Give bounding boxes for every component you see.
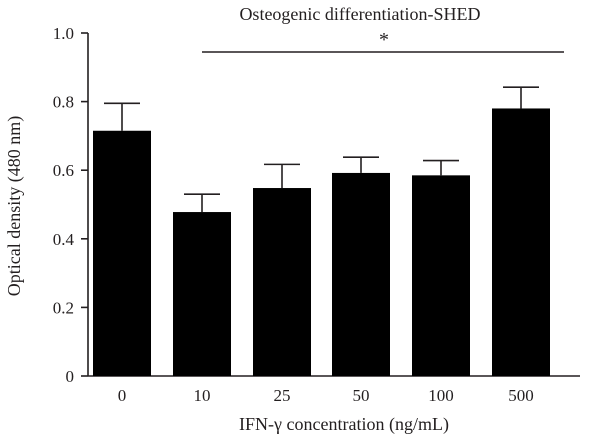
- bar: [253, 188, 311, 376]
- significance-marker: *: [379, 29, 389, 51]
- y-tick-label: 0.6: [53, 161, 74, 180]
- bar: [492, 108, 550, 377]
- x-tick-label: 25: [274, 386, 291, 405]
- y-axis-label: Optical density (480 nm): [4, 116, 25, 296]
- x-axis: 0 10 25 50 100 500: [88, 375, 580, 405]
- x-tick-label: 500: [508, 386, 534, 405]
- x-axis-label: IFN-γ concentration (ng/mL): [239, 414, 449, 435]
- error-bars-group: [104, 86, 539, 213]
- bar: [332, 172, 390, 376]
- y-tick-label: 1.0: [53, 24, 74, 43]
- x-tick-label: 10: [194, 386, 211, 405]
- y-tick-label: 0.4: [53, 230, 75, 249]
- bar: [412, 175, 470, 376]
- x-tick-label: 0: [118, 386, 127, 405]
- y-axis: 0 0.2 0.4 0.6 0.8 1.0: [53, 24, 89, 386]
- bar: [93, 130, 151, 376]
- x-tick-label: 50: [353, 386, 370, 405]
- x-tick-label: 100: [428, 386, 454, 405]
- y-tick-label: 0.2: [53, 298, 74, 317]
- bars-group: [93, 108, 550, 377]
- y-tick-label: 0: [66, 367, 75, 386]
- bar: [173, 212, 231, 376]
- significance-annotation: *: [202, 29, 564, 53]
- chart-title: Osteogenic differentiation-SHED: [239, 4, 480, 24]
- y-tick-label: 0.8: [53, 93, 74, 112]
